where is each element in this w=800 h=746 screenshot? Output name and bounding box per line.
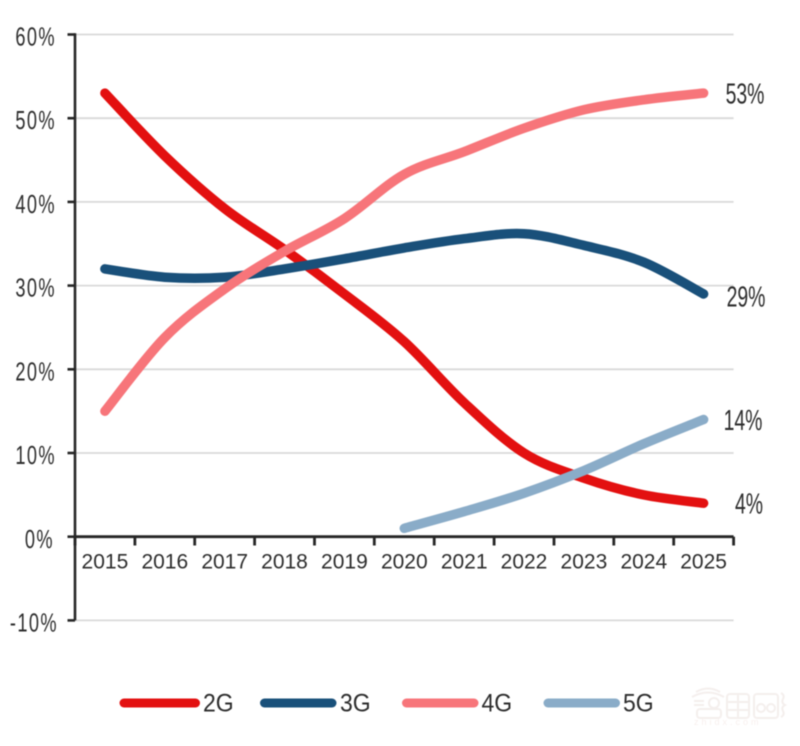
svg-text:2019: 2019 (321, 551, 368, 574)
svg-text:2024: 2024 (620, 551, 667, 574)
svg-text:2016: 2016 (141, 551, 188, 574)
svg-text:29%: 29% (727, 282, 766, 314)
svg-text:2020: 2020 (381, 551, 428, 574)
svg-text:10%: 10% (15, 441, 56, 470)
svg-text:2G: 2G (203, 690, 234, 718)
svg-text:2018: 2018 (261, 551, 308, 574)
svg-text:40%: 40% (15, 190, 56, 219)
svg-text:30%: 30% (15, 273, 56, 302)
svg-text:3G: 3G (340, 690, 371, 718)
svg-text:-10%: -10% (10, 608, 58, 637)
svg-text:4G: 4G (482, 690, 513, 718)
svg-text:2025: 2025 (680, 551, 727, 574)
svg-text:2021: 2021 (441, 551, 488, 574)
svg-text:14%: 14% (724, 405, 763, 437)
svg-text:50%: 50% (15, 106, 56, 135)
svg-text:0%: 0% (25, 525, 54, 554)
svg-text:20%: 20% (15, 357, 56, 386)
svg-text:zhidx.com: zhidx.com (694, 717, 762, 727)
svg-text:5G: 5G (623, 690, 654, 718)
svg-text:2015: 2015 (82, 551, 129, 574)
svg-text:2022: 2022 (501, 551, 548, 574)
svg-text:2017: 2017 (201, 551, 248, 574)
svg-text:4%: 4% (735, 489, 763, 521)
svg-text:60%: 60% (15, 22, 56, 51)
svg-text:53%: 53% (726, 79, 765, 111)
svg-text:2023: 2023 (561, 551, 608, 574)
